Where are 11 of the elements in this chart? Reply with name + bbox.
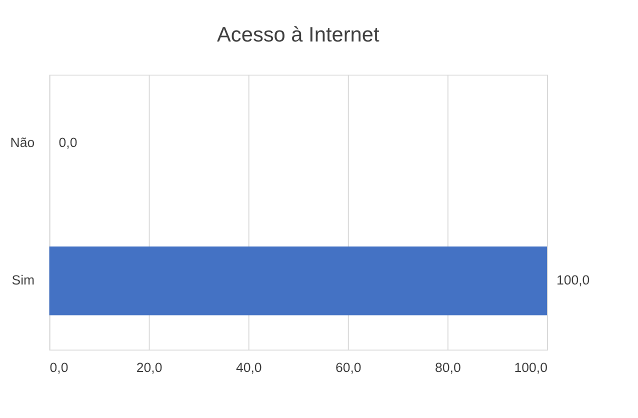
x-tick-label: 60,0: [335, 360, 362, 375]
x-tick-label: 0,0: [50, 360, 68, 375]
y-tick-label: Sim: [12, 272, 35, 288]
x-tick-label: 80,0: [435, 360, 461, 375]
chart-title: Acesso à Internet: [217, 24, 380, 47]
y-tick-label: Não: [10, 135, 35, 150]
x-tick-label: 100,0: [514, 360, 548, 375]
data-label: 100,0: [556, 272, 590, 288]
x-tick-label: 40,0: [236, 360, 262, 375]
x-tick-label: 20,0: [136, 360, 162, 375]
data-label: 0,0: [58, 135, 78, 150]
